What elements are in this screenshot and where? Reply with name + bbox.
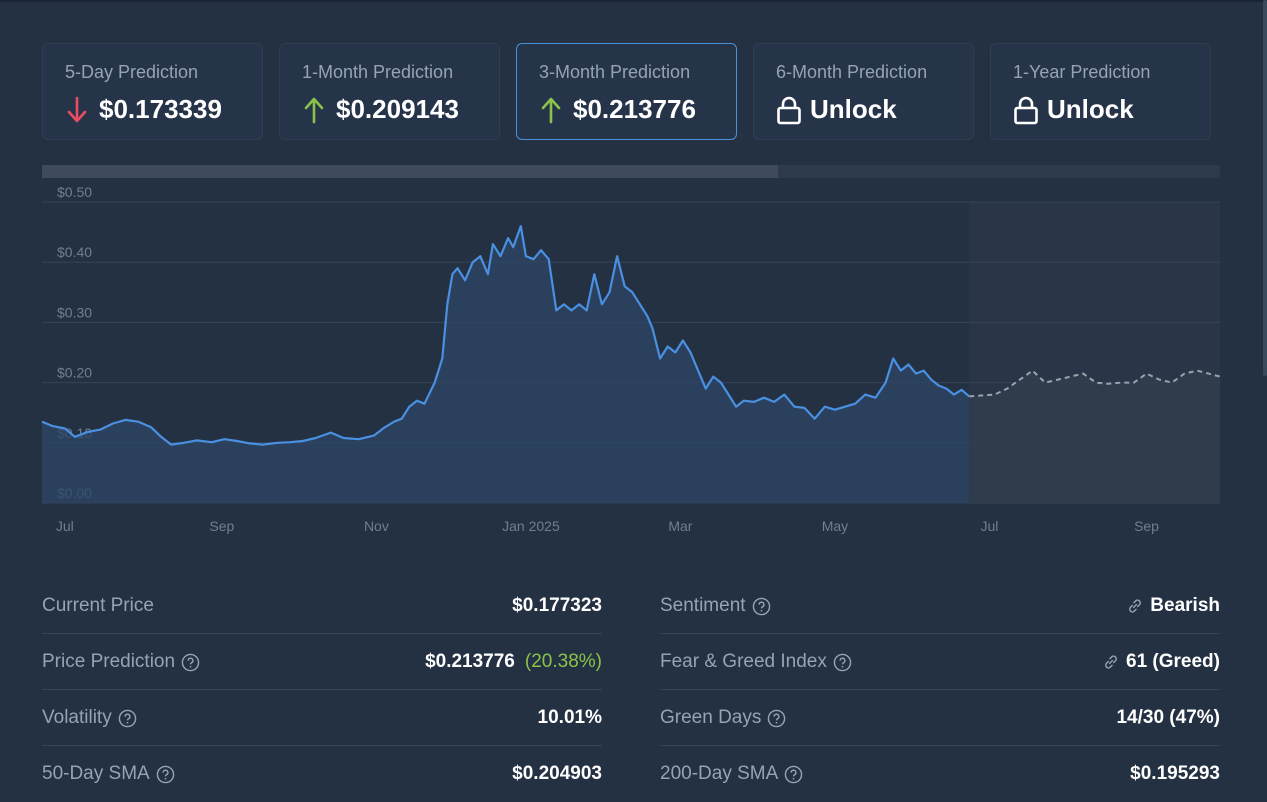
sentiment-value[interactable]: Bearish bbox=[1150, 595, 1220, 616]
stat-label: Current Price bbox=[42, 595, 154, 617]
stat-value: $0.177323 bbox=[512, 595, 602, 616]
link-icon bbox=[1129, 599, 1142, 613]
stat-row-sentiment: Sentiment Bearish bbox=[660, 578, 1220, 634]
stat-value: $0.204903 bbox=[512, 763, 602, 784]
help-icon[interactable] bbox=[767, 709, 786, 728]
x-tick-label: Nov bbox=[364, 518, 389, 534]
stat-change-percent: (20.38%) bbox=[524, 651, 602, 672]
stat-value[interactable]: Bearish bbox=[1126, 595, 1220, 617]
y-tick-label: $0.30 bbox=[57, 304, 92, 320]
stat-label: Price Prediction bbox=[42, 651, 200, 673]
card-label: 3-Month Prediction bbox=[539, 62, 691, 82]
card-label: 1-Year Prediction bbox=[1013, 62, 1151, 82]
stat-label-text: Current Price bbox=[42, 595, 154, 616]
card-3-month-prediction[interactable]: 3-Month Prediction $0.213776 bbox=[516, 43, 737, 140]
price-area bbox=[42, 226, 970, 503]
card-value-text: $0.213776 bbox=[573, 94, 696, 124]
stat-label-text: Price Prediction bbox=[42, 651, 176, 672]
card-label: 6-Month Prediction bbox=[776, 62, 928, 82]
stat-label: Sentiment bbox=[660, 595, 771, 617]
stat-label-text: Green Days bbox=[660, 707, 762, 728]
progress-fill bbox=[42, 165, 779, 178]
stats-left-column: Current Price $0.177323 Price Prediction… bbox=[42, 578, 602, 802]
stat-value: 14/30 (47%) bbox=[1116, 707, 1220, 728]
arrow-down-icon bbox=[67, 96, 87, 122]
stat-row-volatility: Volatility 10.01% bbox=[42, 690, 602, 746]
price-line bbox=[41, 225, 970, 446]
x-tick-label: Jul bbox=[56, 518, 74, 534]
arrow-up-icon bbox=[304, 97, 324, 123]
x-tick-label: Jul bbox=[981, 518, 999, 534]
lock-icon bbox=[1014, 96, 1038, 124]
fear-greed-value[interactable]: 61 (Greed) bbox=[1126, 651, 1220, 672]
stat-label: Volatility bbox=[42, 707, 137, 729]
stat-row-50-day-sma: 50-Day SMA $0.204903 bbox=[42, 746, 602, 802]
price-chart-svg: $0.50$0.40$0.30$0.20$0.10$0.00JulSepNovJ… bbox=[41, 184, 1221, 534]
help-icon[interactable] bbox=[784, 765, 803, 784]
stat-label-text: Volatility bbox=[42, 707, 112, 728]
x-tick-label: Sep bbox=[209, 518, 234, 534]
price-chart[interactable]: $0.50$0.40$0.30$0.20$0.10$0.00JulSepNovJ… bbox=[0, 180, 1267, 550]
stat-value-text: $0.213776 bbox=[425, 651, 515, 672]
arrow-up-icon bbox=[541, 97, 561, 123]
card-6-month-prediction[interactable]: 6-Month Prediction Unlock bbox=[753, 43, 974, 140]
x-tick-label: Jan 2025 bbox=[502, 518, 560, 534]
y-tick-label: $0.40 bbox=[57, 244, 92, 260]
card-label: 5-Day Prediction bbox=[65, 62, 199, 82]
y-tick-label: $0.50 bbox=[57, 184, 92, 200]
card-value: Unlock bbox=[776, 94, 897, 125]
card-1-month-prediction[interactable]: 1-Month Prediction $0.209143 bbox=[279, 43, 500, 140]
card-value: $0.213776 bbox=[539, 94, 696, 125]
stat-label: 200-Day SMA bbox=[660, 763, 803, 785]
stat-value: $0.195293 bbox=[1130, 763, 1220, 784]
prediction-progress-bar bbox=[42, 165, 1220, 178]
help-icon[interactable] bbox=[156, 765, 175, 784]
card-value-text: $0.209143 bbox=[336, 94, 459, 124]
card-value: $0.173339 bbox=[65, 94, 222, 125]
page-scrollbar[interactable] bbox=[1263, 0, 1267, 376]
help-icon[interactable] bbox=[118, 709, 137, 728]
stats-right-column: Sentiment Bearish Fear & Greed Index 61 … bbox=[660, 578, 1220, 802]
unlock-link[interactable]: Unlock bbox=[1047, 94, 1134, 124]
stat-label-text: Sentiment bbox=[660, 595, 746, 616]
stat-label-text: 200-Day SMA bbox=[660, 763, 779, 784]
stat-label-text: Fear & Greed Index bbox=[660, 651, 827, 672]
stat-label-text: 50-Day SMA bbox=[42, 763, 150, 784]
x-tick-label: Sep bbox=[1134, 518, 1159, 534]
stat-row-fear-greed: Fear & Greed Index 61 (Greed) bbox=[660, 634, 1220, 690]
x-tick-label: May bbox=[822, 518, 848, 534]
lock-icon bbox=[777, 96, 801, 124]
stat-label: 50-Day SMA bbox=[42, 763, 175, 785]
stat-value[interactable]: 61 (Greed) bbox=[1102, 651, 1220, 673]
stat-label: Green Days bbox=[660, 707, 786, 729]
card-value: $0.209143 bbox=[302, 94, 459, 125]
link-icon bbox=[1105, 655, 1117, 669]
forecast-area bbox=[969, 370, 1220, 503]
stat-label: Fear & Greed Index bbox=[660, 651, 852, 673]
stat-row-green-days: Green Days 14/30 (47%) bbox=[660, 690, 1220, 746]
stat-row-200-day-sma: 200-Day SMA $0.195293 bbox=[660, 746, 1220, 802]
card-5-day-prediction[interactable]: 5-Day Prediction $0.173339 bbox=[42, 43, 263, 140]
help-icon[interactable] bbox=[833, 653, 852, 672]
top-border bbox=[0, 0, 1267, 2]
forecast-line bbox=[969, 369, 1221, 398]
stat-value: $0.213776 (20.38%) bbox=[425, 651, 602, 673]
card-1-year-prediction[interactable]: 1-Year Prediction Unlock bbox=[990, 43, 1211, 140]
card-label: 1-Month Prediction bbox=[302, 62, 454, 82]
card-value: Unlock bbox=[1013, 94, 1134, 125]
stat-row-current-price: Current Price $0.177323 bbox=[42, 578, 602, 634]
y-tick-label: $0.20 bbox=[57, 365, 92, 381]
card-value-text: $0.173339 bbox=[99, 94, 222, 124]
stat-value: 10.01% bbox=[537, 707, 602, 728]
help-icon[interactable] bbox=[181, 653, 200, 672]
help-icon[interactable] bbox=[752, 597, 771, 616]
prediction-cards: 5-Day Prediction $0.173339 1-Month Predi… bbox=[42, 43, 1220, 142]
x-tick-label: Mar bbox=[668, 518, 692, 534]
unlock-link[interactable]: Unlock bbox=[810, 94, 897, 124]
stat-row-price-prediction: Price Prediction $0.213776 (20.38%) bbox=[42, 634, 602, 690]
